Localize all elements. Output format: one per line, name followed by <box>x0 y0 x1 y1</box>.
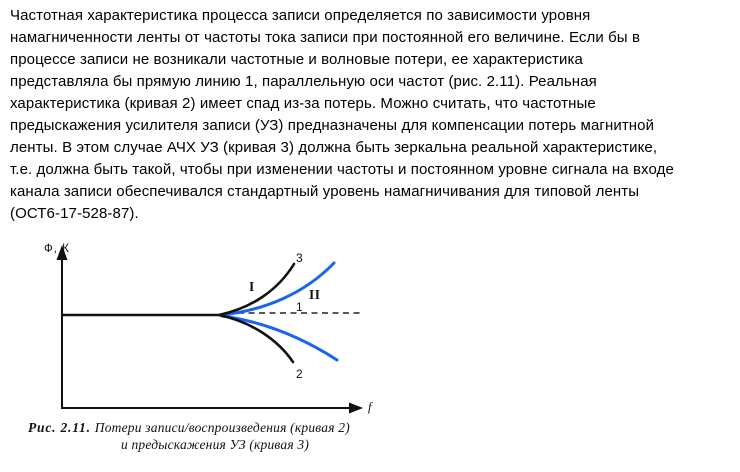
label-group-II: II <box>309 287 321 302</box>
label-curve-1: 1 <box>296 300 303 314</box>
caption-text-1: Потери записи/воспроизведения (кривая 2) <box>94 420 350 435</box>
caption-figure-number: Рис. 2.11. <box>28 420 91 435</box>
label-curve-2: 2 <box>296 367 303 381</box>
frequency-response-diagram: Ф, К f 1 3 2 I II <box>44 243 373 414</box>
caption-line-1: Рис. 2.11. Потери записи/воспроизведения … <box>28 419 402 436</box>
blue-preemphasis-curve <box>220 261 336 317</box>
label-group-I: I <box>249 279 255 294</box>
x-axis-arrow-icon <box>349 402 363 414</box>
black-loss-curve-2 <box>217 313 295 364</box>
y-axis-arrow-icon <box>56 245 68 260</box>
caption-text-2: и предыскажения УЗ (кривая 3) <box>120 437 310 452</box>
blue-loss-curve <box>220 314 339 362</box>
x-axis-label: f <box>368 400 373 414</box>
black-preemphasis-curve-3 <box>217 262 296 317</box>
body-paragraph: Частотная характеристика процесса записи… <box>10 7 674 222</box>
label-curve-3: 3 <box>296 251 303 265</box>
figure-caption: Рис. 2.11. Потери записи/воспроизведения … <box>28 419 402 453</box>
y-axis-label: Ф, К <box>44 243 70 255</box>
